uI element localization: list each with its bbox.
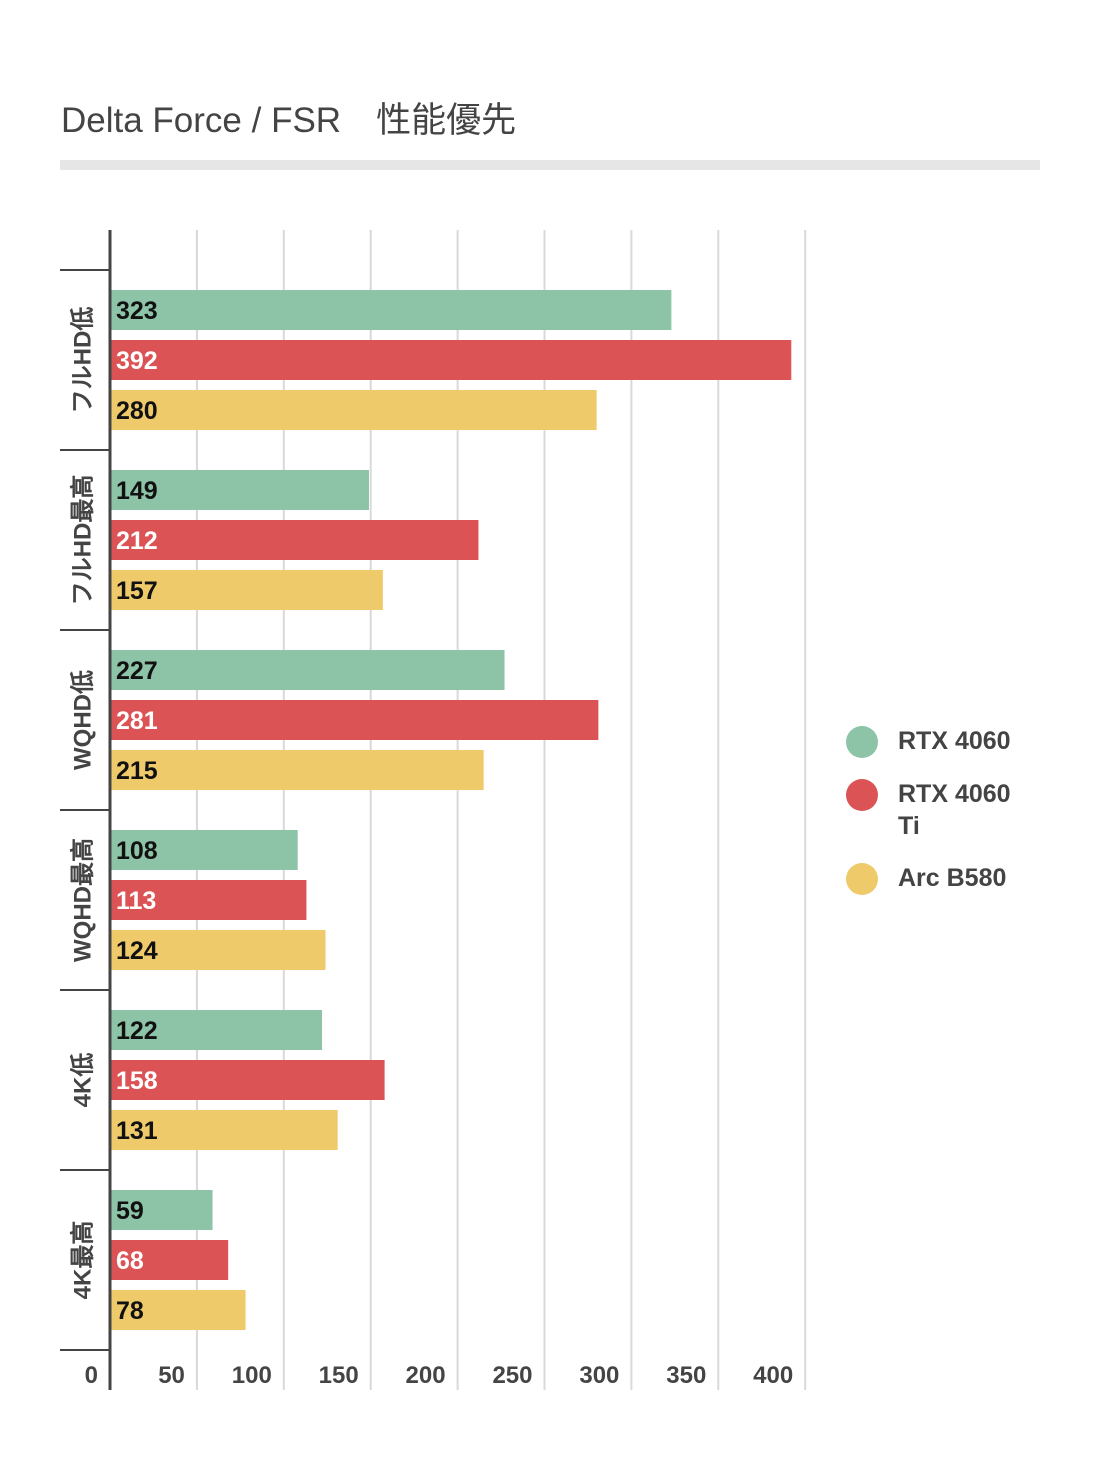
bar-value-label: 212 bbox=[116, 527, 158, 555]
x-tick-label: 150 bbox=[319, 1362, 359, 1389]
bar bbox=[111, 1240, 229, 1280]
bar-value-label: 124 bbox=[116, 937, 158, 965]
bar bbox=[111, 520, 479, 560]
x-tick-label: 250 bbox=[492, 1362, 532, 1389]
category-label: 4K低 bbox=[69, 1053, 96, 1108]
category-label: 4K最高 bbox=[68, 1221, 96, 1300]
bar-value-label: 215 bbox=[116, 757, 158, 785]
bar-value-label: 280 bbox=[116, 397, 158, 425]
bar bbox=[111, 880, 307, 920]
bar bbox=[111, 650, 505, 690]
category-label: フルHD最高 bbox=[68, 475, 96, 606]
bar bbox=[111, 1190, 213, 1230]
bar-value-label: 158 bbox=[116, 1067, 158, 1095]
title-divider bbox=[60, 160, 1040, 170]
bar bbox=[111, 1060, 385, 1100]
legend-swatch-icon bbox=[846, 779, 878, 811]
x-tick-label: 200 bbox=[406, 1362, 446, 1389]
x-tick-label: 400 bbox=[753, 1362, 793, 1389]
bar-value-label: 323 bbox=[116, 297, 158, 325]
x-tick-label: 0 bbox=[85, 1362, 98, 1389]
bar bbox=[111, 290, 672, 330]
bar bbox=[111, 470, 369, 510]
x-tick-label: 300 bbox=[579, 1362, 619, 1389]
bar-value-label: 149 bbox=[116, 477, 158, 505]
bar bbox=[111, 340, 792, 380]
bar-value-label: 59 bbox=[116, 1197, 144, 1225]
legend-label: Arc B580 bbox=[898, 864, 1007, 892]
bar-value-label: 108 bbox=[116, 837, 158, 865]
bar bbox=[111, 1110, 338, 1150]
bar-value-label: 78 bbox=[116, 1297, 144, 1325]
legend-label: RTX 4060 Ti bbox=[898, 780, 1011, 840]
bar-value-label: 157 bbox=[116, 577, 158, 605]
x-tick-label: 350 bbox=[666, 1362, 706, 1389]
x-tick-label: 100 bbox=[232, 1362, 272, 1389]
bar-value-label: 68 bbox=[116, 1247, 144, 1275]
legend-swatch-icon bbox=[846, 726, 878, 758]
bar bbox=[111, 830, 298, 870]
legend-item-arc-b580[interactable]: Arc B580 bbox=[846, 862, 1066, 895]
chart-title: Delta Force / FSR 性能優先 bbox=[61, 101, 517, 140]
legend-label: RTX 4060 bbox=[898, 727, 1011, 755]
bar-value-label: 392 bbox=[116, 347, 158, 375]
legend-item-rtx-4060[interactable]: RTX 4060 bbox=[846, 725, 1066, 758]
bar bbox=[111, 700, 599, 740]
legend-item-rtx-4060-ti[interactable]: RTX 4060 Ti bbox=[846, 778, 1066, 842]
bar-value-label: 281 bbox=[116, 707, 158, 735]
x-tick-label: 50 bbox=[158, 1362, 185, 1389]
bar bbox=[111, 1010, 323, 1050]
category-label: フルHD低 bbox=[69, 307, 96, 414]
bar-value-label: 227 bbox=[116, 657, 158, 685]
bar bbox=[111, 930, 326, 970]
bar-value-label: 113 bbox=[116, 887, 156, 915]
bar bbox=[111, 1290, 246, 1330]
category-label: WQHD最高 bbox=[68, 838, 96, 962]
bar-value-label: 122 bbox=[116, 1017, 158, 1045]
bar bbox=[111, 750, 484, 790]
bar bbox=[111, 390, 597, 430]
chart-legend: RTX 4060 RTX 4060 Ti Arc B580 bbox=[846, 725, 1066, 915]
legend-swatch-icon bbox=[846, 863, 878, 895]
bar-value-label: 131 bbox=[116, 1117, 158, 1145]
bar bbox=[111, 570, 383, 610]
category-label: WQHD低 bbox=[69, 670, 96, 770]
